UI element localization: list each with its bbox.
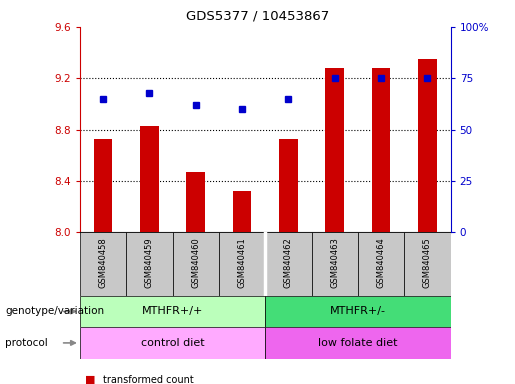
Text: GSM840459: GSM840459 (145, 237, 154, 288)
Bar (265, 327, 451, 359)
Bar (265, 232, 312, 296)
Text: genotype/variation: genotype/variation (5, 306, 104, 316)
Bar (173, 232, 219, 296)
Bar (80, 327, 265, 359)
Bar (94, 139, 112, 232)
Text: ■: ■ (85, 375, 95, 384)
Bar (325, 68, 344, 232)
Bar (279, 139, 298, 232)
Bar (80, 232, 126, 296)
Text: GSM840462: GSM840462 (284, 237, 293, 288)
Text: transformed count: transformed count (103, 375, 194, 384)
Text: GSM840463: GSM840463 (330, 237, 339, 288)
Bar (126, 232, 173, 296)
Text: GSM840464: GSM840464 (376, 237, 386, 288)
Text: control diet: control diet (141, 338, 204, 348)
Text: GSM840458: GSM840458 (98, 237, 108, 288)
Text: MTHFR+/-: MTHFR+/- (330, 306, 386, 316)
Bar (233, 191, 251, 232)
Bar (418, 59, 437, 232)
Bar (186, 172, 205, 232)
Text: protocol: protocol (5, 338, 48, 348)
Bar (312, 232, 358, 296)
Bar (265, 296, 451, 327)
Bar (140, 126, 159, 232)
Text: GSM840461: GSM840461 (237, 237, 247, 288)
Text: GSM840465: GSM840465 (423, 237, 432, 288)
Bar (358, 232, 404, 296)
Text: low folate diet: low folate diet (318, 338, 398, 348)
Bar (404, 232, 451, 296)
Text: GSM840460: GSM840460 (191, 237, 200, 288)
Bar (80, 296, 265, 327)
Text: MTHFR+/+: MTHFR+/+ (142, 306, 203, 316)
Text: GDS5377 / 10453867: GDS5377 / 10453867 (186, 10, 329, 23)
Bar (219, 232, 265, 296)
Bar (372, 68, 390, 232)
